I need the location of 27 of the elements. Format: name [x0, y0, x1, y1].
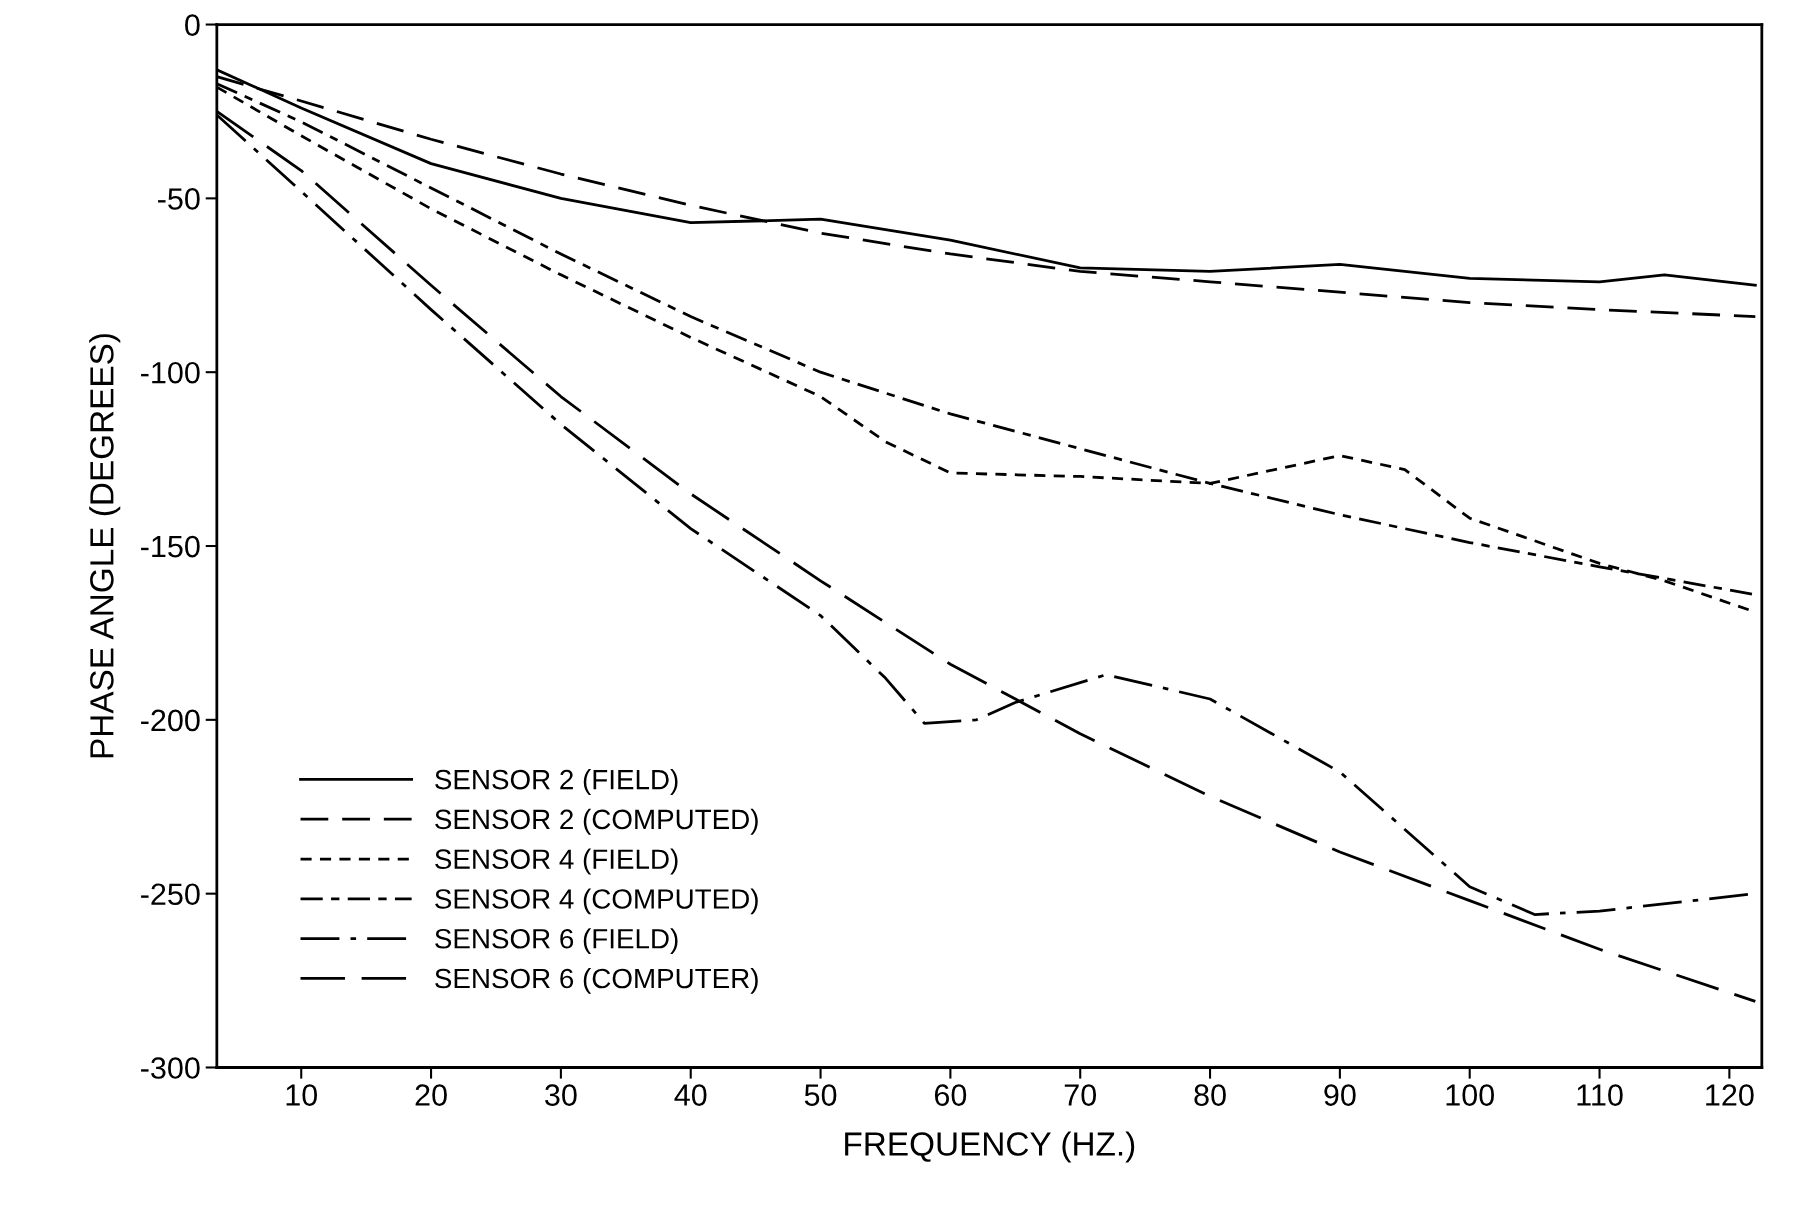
x-tick-label: 50 — [804, 1084, 837, 1106]
x-tick-label: 90 — [1324, 1084, 1356, 1106]
legend-label: SENSOR 4 (FIELD) — [435, 848, 678, 875]
x-axis-title: FREQUENCY (HZ.) — [845, 1131, 1135, 1163]
x-tick-label: 60 — [934, 1084, 967, 1106]
legend-label: SENSOR 4 (COMPUTED) — [435, 888, 758, 915]
x-tick-label: 30 — [545, 1084, 577, 1106]
x-tick-label: 70 — [1064, 1084, 1097, 1106]
x-tick-label: 120 — [1706, 1084, 1754, 1106]
y-tick-label: -150 — [141, 535, 200, 558]
y-tick-label: -100 — [141, 361, 200, 384]
y-tick-label: -250 — [141, 883, 200, 906]
y-axis-title: PHASE ANGLE (DEGREES) — [89, 334, 121, 758]
y-tick-label: -200 — [141, 709, 200, 732]
x-tick-label: 110 — [1577, 1084, 1623, 1106]
y-tick-label: 0 — [185, 14, 200, 36]
x-tick-label: 80 — [1194, 1084, 1226, 1106]
legend-label: SENSOR 6 (COMPUTER) — [435, 967, 758, 994]
legend-label: SENSOR 6 (FIELD) — [435, 928, 678, 955]
x-tick-label: 40 — [674, 1084, 707, 1106]
x-tick-label: 20 — [415, 1084, 447, 1106]
x-tick-label: 100 — [1446, 1084, 1494, 1106]
x-tick-label: 10 — [286, 1084, 318, 1106]
y-tick-label: -300 — [141, 1057, 200, 1079]
legend-label: SENSOR 2 (FIELD) — [435, 769, 678, 795]
y-tick-label: -50 — [158, 188, 200, 210]
legend-label: SENSOR 2 (COMPUTED) — [435, 808, 758, 835]
